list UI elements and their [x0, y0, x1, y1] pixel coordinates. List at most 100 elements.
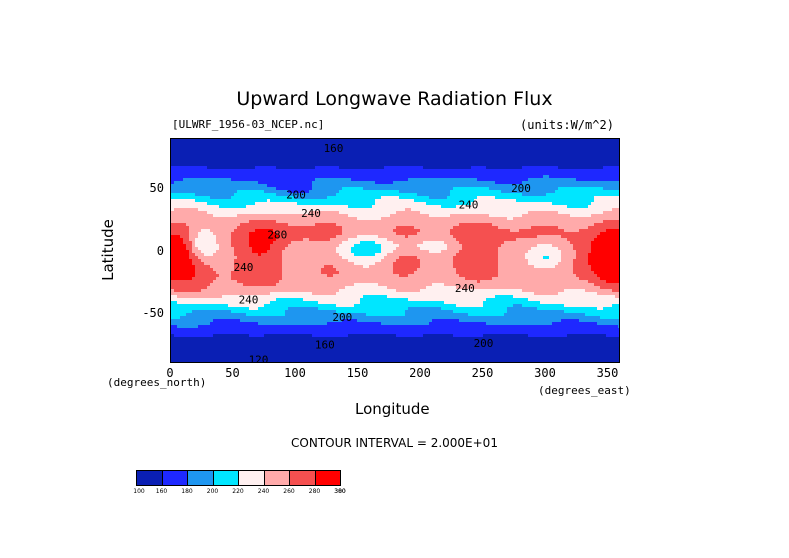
heatmap-cell	[537, 157, 541, 161]
heatmap-cell	[597, 163, 601, 167]
heatmap-cell	[462, 214, 466, 218]
heatmap-cell	[180, 145, 184, 149]
heatmap-cell	[462, 163, 466, 167]
heatmap-cell	[414, 190, 418, 194]
heatmap-cell	[219, 202, 223, 206]
heatmap-cell	[228, 160, 232, 164]
heatmap-cell	[471, 202, 475, 206]
heatmap-cell	[408, 157, 412, 161]
heatmap-cell	[261, 217, 265, 221]
heatmap-cell	[282, 184, 286, 188]
heatmap-cell	[177, 154, 181, 158]
heatmap-cell	[555, 220, 559, 224]
heatmap-cell	[495, 202, 499, 206]
heatmap-cell	[249, 166, 253, 170]
heatmap-cell	[285, 205, 289, 209]
heatmap-cell	[360, 151, 364, 155]
heatmap-cell	[579, 229, 583, 233]
heatmap-cell	[507, 169, 511, 173]
heatmap-cell	[462, 220, 466, 224]
heatmap-cell	[402, 145, 406, 149]
heatmap-cell	[258, 172, 262, 176]
heatmap-cell	[339, 178, 343, 182]
heatmap-cell	[300, 148, 304, 152]
heatmap-cell	[174, 220, 178, 224]
heatmap-cell	[558, 235, 562, 239]
heatmap-cell	[429, 166, 433, 170]
heatmap-cell	[489, 145, 493, 149]
heatmap-cell	[204, 187, 208, 191]
heatmap-cell	[501, 157, 505, 161]
heatmap-cell	[504, 229, 508, 233]
heatmap-cell	[246, 151, 250, 155]
heatmap-cell	[438, 205, 442, 209]
heatmap-cell	[282, 202, 286, 206]
heatmap-cell	[393, 214, 397, 218]
heatmap-cell	[588, 157, 592, 161]
heatmap-cell	[468, 235, 472, 239]
heatmap-cell	[498, 160, 502, 164]
heatmap-cell	[225, 196, 229, 200]
heatmap-cell	[273, 166, 277, 170]
heatmap-cell	[216, 139, 220, 143]
heatmap-cell	[339, 181, 343, 185]
heatmap-cell	[429, 154, 433, 158]
heatmap-cell	[360, 193, 364, 197]
heatmap-cell	[492, 235, 496, 239]
heatmap-cell	[234, 157, 238, 161]
heatmap-cell	[186, 205, 190, 209]
heatmap-cell	[210, 202, 214, 206]
heatmap-cell	[453, 172, 457, 176]
heatmap-cell	[189, 163, 193, 167]
heatmap-cell	[267, 196, 271, 200]
heatmap-cell	[423, 190, 427, 194]
heatmap-cell	[447, 217, 451, 221]
heatmap-cell	[438, 175, 442, 179]
heatmap-cell	[327, 211, 331, 215]
heatmap-cell	[183, 193, 187, 197]
heatmap-cell	[495, 178, 499, 182]
heatmap-cell	[564, 205, 568, 209]
heatmap-cell	[228, 205, 232, 209]
heatmap-cell	[306, 151, 310, 155]
heatmap-cell	[417, 178, 421, 182]
heatmap-cell	[270, 190, 274, 194]
heatmap-cell	[402, 223, 406, 227]
heatmap-cell	[453, 169, 457, 173]
heatmap-cell	[309, 184, 313, 188]
heatmap-cell	[615, 226, 619, 230]
heatmap-cell	[501, 193, 505, 197]
heatmap-cell	[300, 187, 304, 191]
heatmap-cell	[552, 196, 556, 200]
heatmap-cell	[603, 211, 607, 215]
heatmap-cell	[552, 235, 556, 239]
heatmap-cell	[327, 154, 331, 158]
heatmap-cell	[492, 160, 496, 164]
heatmap-cell	[441, 220, 445, 224]
heatmap-cell	[237, 223, 241, 227]
heatmap-cell	[492, 151, 496, 155]
heatmap-cell	[528, 229, 532, 233]
heatmap-cell	[519, 187, 523, 191]
heatmap-cell	[510, 199, 514, 203]
heatmap-cell	[342, 178, 346, 182]
heatmap-cell	[570, 223, 574, 227]
heatmap-cell	[294, 148, 298, 152]
heatmap-cell	[306, 196, 310, 200]
heatmap-cell	[312, 190, 316, 194]
heatmap-cell	[171, 184, 175, 188]
heatmap-cell	[387, 169, 391, 173]
heatmap-cell	[474, 178, 478, 182]
heatmap-cell	[552, 202, 556, 206]
heatmap-cell	[477, 214, 481, 218]
heatmap-cell	[486, 208, 490, 212]
heatmap-cell	[189, 148, 193, 152]
heatmap-cell	[450, 157, 454, 161]
heatmap-cell	[240, 220, 244, 224]
heatmap-cell	[372, 187, 376, 191]
heatmap-cell	[243, 187, 247, 191]
heatmap-cell	[246, 175, 250, 179]
heatmap-cell	[417, 190, 421, 194]
heatmap-cell	[258, 142, 262, 146]
heatmap-cell	[516, 145, 520, 149]
